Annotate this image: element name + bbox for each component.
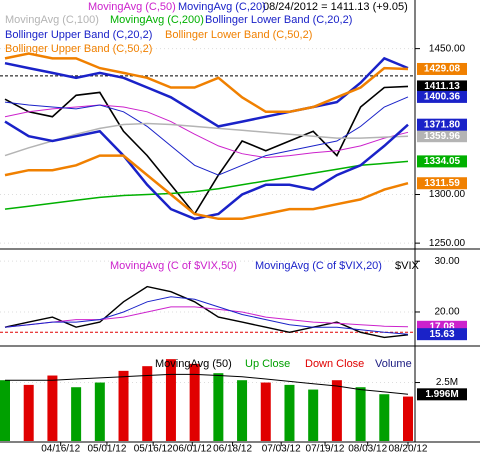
value-badge — [417, 80, 467, 93]
value-badge — [417, 130, 467, 143]
legend-entry: MovingAvg (C,20) — [178, 1, 266, 13]
volume-bar — [189, 363, 200, 441]
volume-bar — [23, 384, 34, 441]
value-badge-label: 17.08 — [429, 321, 454, 332]
series-line — [4, 56, 409, 128]
legend-entry: Volume — [375, 358, 412, 370]
legend-entry: Down Close — [305, 358, 364, 370]
volume-bar — [260, 382, 271, 441]
series-line — [4, 154, 409, 221]
value-badge-label: 1411.13 — [424, 81, 460, 92]
value-badge-label: 1371.80 — [424, 119, 461, 130]
x-tick-label: 04/16/12 — [41, 444, 80, 454]
x-tick-label: 05/16/12 — [134, 444, 173, 454]
series-line — [4, 122, 409, 157]
series-line — [4, 296, 409, 335]
value-badge-label: 1311.59 — [424, 178, 460, 189]
value-badge — [417, 388, 467, 401]
legend-entry: MovingAvg (C,200) — [110, 14, 204, 26]
value-badge-label: 1429.08 — [424, 64, 461, 75]
value-badge — [417, 177, 467, 190]
y-tick-label: 1300.00 — [429, 189, 466, 200]
x-tick-label: 08/20/12 — [389, 444, 428, 454]
series-line — [5, 373, 409, 395]
value-badge — [417, 118, 467, 131]
volume-bar — [213, 373, 224, 441]
x-tick-label: 05/01/12 — [87, 444, 126, 454]
value-badge-label: 15.63 — [429, 329, 454, 340]
value-badge-label: 1400.36 — [424, 92, 461, 103]
volume-bar — [379, 394, 390, 441]
value-badge-label: 1334.05 — [424, 156, 461, 167]
x-tick-label: 07/19/12 — [306, 444, 345, 454]
volume-bar — [403, 396, 413, 441]
value-badge — [417, 328, 467, 341]
volume-bar — [331, 380, 342, 441]
series-line — [4, 104, 409, 159]
volume-bar — [71, 387, 82, 441]
legend-entry: Up Close — [245, 358, 290, 370]
y-tick-label: 1450.00 — [429, 43, 466, 54]
y-tick-label: 20.00 — [434, 307, 459, 318]
series-line — [4, 160, 409, 210]
x-tick-label: 08/03/12 — [348, 444, 387, 454]
value-badge-label: 1359.96 — [424, 131, 461, 142]
x-tick-label: 06/01/12 — [173, 444, 212, 454]
x-tick-label: 06/18/12 — [213, 444, 252, 454]
value-badge — [417, 155, 467, 168]
chart-title: 08/24/2012 = 1411.13 (+9.05) — [263, 1, 408, 13]
volume-bar — [0, 380, 10, 441]
volume-bar — [142, 366, 153, 441]
volume-bar — [47, 375, 58, 441]
series-line — [4, 52, 409, 114]
legend-entry: Bollinger Upper Band (C,20,2) — [5, 29, 152, 41]
y-tick-label: 1250.00 — [429, 238, 466, 249]
volume-bar — [308, 389, 319, 441]
legend-entry: MovingAvg (C of $VIX,50) — [110, 260, 237, 272]
x-tick-label: 07/03/12 — [262, 444, 301, 454]
legend-entry: MovingAvg (C,50) — [88, 1, 176, 13]
legend-entry: Bollinger Lower Band (C,20,2) — [205, 14, 352, 26]
legend-entry: Bollinger Lower Band (C,50,2) — [165, 29, 312, 41]
series-line — [4, 306, 409, 328]
y-tick-label: 2.5M — [436, 377, 458, 388]
legend-entry: $VIX — [395, 260, 420, 272]
volume-bar — [94, 382, 105, 441]
legend-entry: MovingAvg (50) — [155, 358, 232, 370]
volume-bar — [118, 370, 129, 441]
value-badge — [417, 90, 467, 103]
legend-entry: Bollinger Upper Band (C,50,2) — [5, 43, 152, 55]
value-badge — [417, 62, 467, 75]
value-badge-label: 1.996M — [425, 389, 458, 400]
volume-bar — [165, 359, 176, 441]
legend-entry: MovingAvg (C of $VIX,20) — [255, 260, 382, 272]
volume-bar — [237, 380, 248, 441]
volume-bar — [355, 387, 366, 441]
volume-bar — [284, 384, 295, 441]
legend-entry: MovingAvg (C,100) — [5, 14, 99, 26]
y-tick-label: 30.00 — [434, 256, 459, 267]
series-line — [4, 85, 409, 216]
